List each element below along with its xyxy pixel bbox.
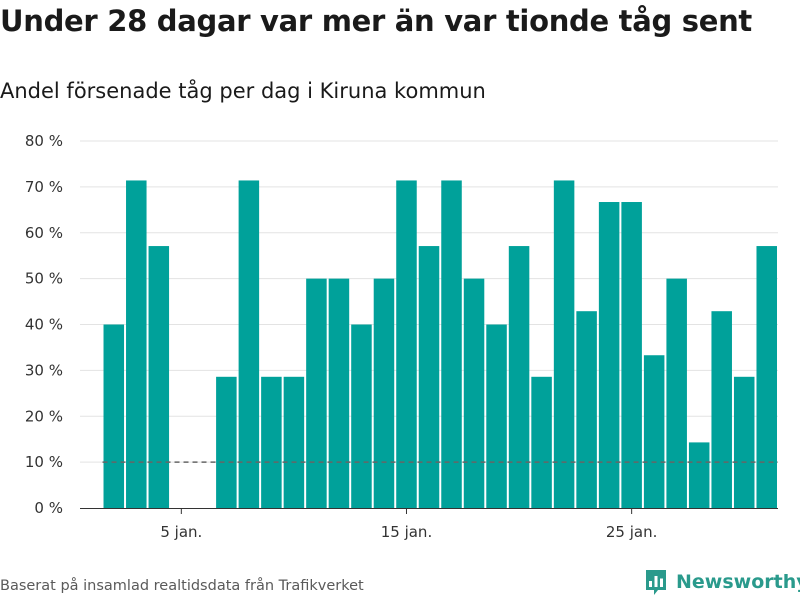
y-tick-label: 20 % [25,407,63,425]
x-tick-label: 25 jan. [606,523,658,541]
bar [351,324,372,508]
y-tick-label: 10 % [25,453,63,471]
bar [103,324,125,508]
bar [261,376,282,508]
bar [441,180,462,508]
bars [103,180,777,509]
source-note: Baserat på insamlad realtidsdata från Tr… [0,578,364,594]
chart-title: Under 28 dagar var mer än var tionde tåg… [0,4,752,38]
y-tick-label: 40 % [25,316,63,334]
bar [328,278,350,508]
bar [711,311,732,508]
bar [373,278,395,508]
bar [126,180,147,508]
y-tick-label: 50 % [25,270,63,288]
brand-logo[interactable]: Newsworthy [644,568,800,596]
chart-subtitle: Andel försenade tåg per dag i Kiruna kom… [0,79,486,103]
bar [306,278,327,508]
x-tick-label: 5 jan. [160,523,202,541]
bar [598,202,620,509]
bar [148,246,170,508]
bar [688,442,710,508]
y-axis-labels: 0 % 10 % 20 % 30 % 40 % 50 % 60 % 70 % 80 % [25,132,63,517]
bar [486,324,507,508]
bar [553,180,575,508]
bar [238,180,260,508]
bar [531,376,552,508]
bar [576,311,597,508]
bar [643,355,665,508]
bar [283,376,305,508]
bar [216,376,237,508]
bar [418,246,440,508]
x-axis-ticks: 5 jan. 15 jan. 25 jan. [160,508,657,541]
y-tick-label: 70 % [25,178,63,196]
bar [756,246,777,508]
y-tick-label: 30 % [25,361,63,379]
bar [396,180,417,508]
bar-chart-logo-icon [646,570,666,595]
bar [508,246,530,508]
bar [733,376,755,508]
bar [621,202,642,509]
y-tick-label: 80 % [25,132,63,150]
bar [463,278,485,508]
brand-name: Newsworthy [676,571,800,593]
x-tick-label: 15 jan. [381,523,433,541]
y-tick-label: 60 % [25,224,63,242]
bar [666,278,687,508]
y-tick-label: 0 % [34,499,63,517]
